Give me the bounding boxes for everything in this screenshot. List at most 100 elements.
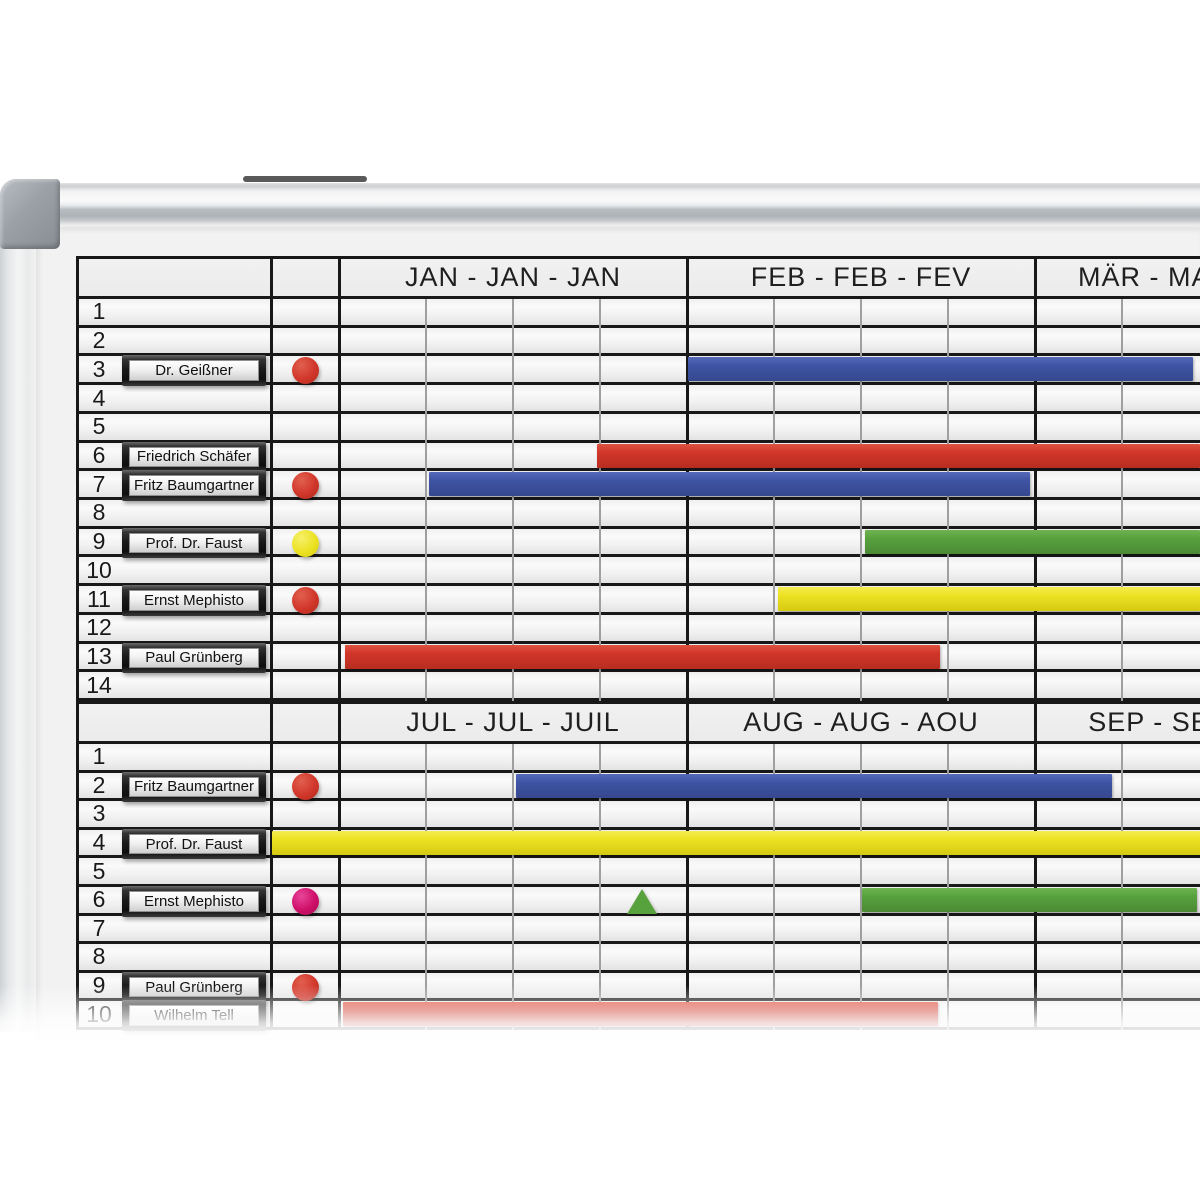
photo-bottom-fade [0,985,1200,1200]
frame-corner-cap [0,179,60,249]
grid-row [77,299,1200,328]
grid-row [77,672,1200,702]
month-header-band [77,256,1200,299]
month-header-cell: JUL - JUL - JUIL [406,707,620,737]
name-tag-label: Dr. Geißner [129,360,259,382]
month-header-band [77,701,1200,744]
grid-row [77,614,1200,644]
gantt-bar-green [862,888,1197,912]
wall-mount-notch [243,176,367,182]
grid-row [77,327,1200,357]
row-number: 8 [92,943,106,970]
row-number: 7 [92,914,106,941]
name-tag-label: Fritz Baumgartner [129,776,259,798]
row-number: 6 [92,441,106,468]
name-tag-label: Friedrich Schäfer [129,446,259,468]
grid-vline [685,256,689,1030]
grid-row [77,744,1200,773]
name-tag-label: Paul Grünberg [129,647,259,669]
row-number: 14 [86,671,112,698]
month-header-cell: AUG - AUG - AOU [743,707,979,737]
grid-week-subline [1121,299,1123,702]
grid-vline [75,256,79,1030]
name-tag-label: Fritz Baumgartner [129,475,259,497]
gantt-bar-red [345,644,940,669]
name-tag: Ernst Mephisto [122,886,266,917]
grid-week-subline [512,299,514,702]
grid-week-subline [425,299,427,702]
name-tag: Ernst Mephisto [122,585,266,616]
frame-top-rail [46,183,1200,229]
grid-row [77,801,1200,830]
name-tag-label: Ernst Mephisto [129,891,259,912]
magnet-dot-red [291,773,319,801]
month-header-cell: SEP - SEP - SEPT [1088,707,1200,737]
grid-week-subline [425,744,427,1030]
row-number: 2 [92,771,106,798]
row-number: 3 [92,800,106,827]
grid-vline [1033,256,1037,1030]
grid-row [77,915,1200,945]
grid-week-subline [947,744,949,1030]
grid-week-subline [860,744,862,1030]
name-tag: Fritz Baumgartner [122,771,266,803]
month-header-cell: MÄR - MAR - MARS [1078,262,1200,292]
gantt-bar-yellow [272,830,1200,855]
name-tag: Paul Grünberg [122,642,266,674]
row-number: 5 [92,413,106,440]
grid-row [77,944,1200,973]
grid-vline [269,256,273,1030]
row-number: 10 [86,556,112,583]
name-tag-label: Prof. Dr. Faust [129,532,259,554]
grid-week-subline [512,744,514,1030]
magnet-dot-yellow [291,529,319,557]
grid-row [77,385,1200,414]
row-number: 1 [92,743,106,770]
grid-row [77,557,1200,587]
gantt-bar-blue [516,773,1112,798]
name-tag-label: Prof. Dr. Faust [129,833,259,855]
row-number: 1 [92,298,106,325]
name-tag: Prof. Dr. Faust [122,828,266,860]
gantt-bar-blue [429,472,1030,497]
row-number: 12 [86,614,112,641]
grid-week-subline [1121,744,1123,1030]
grid-row [77,413,1200,443]
grid-week-subline [947,299,949,702]
row-number: 5 [92,857,106,884]
name-tag: Friedrich Schäfer [122,441,266,473]
name-tag: Prof. Dr. Faust [122,527,266,559]
grid-week-subline [773,744,775,1030]
month-header-cell: FEB - FEB - FEV [750,262,972,292]
row-number: 7 [92,470,106,497]
name-tag: Dr. Geißner [122,355,266,387]
row-number: 11 [87,585,111,612]
grid-week-subline [599,299,601,702]
milestone-triangle-icon [627,888,657,914]
row-number: 4 [92,829,106,856]
row-number: 2 [92,327,106,354]
name-tag-label: Ernst Mephisto [129,590,259,611]
row-number: 9 [92,528,106,555]
month-header-cell: JAN - JAN - JAN [404,262,621,292]
magnet-dot-red [291,357,319,385]
gantt-bar-blue [688,357,1193,382]
grid-vline [337,256,341,1030]
grid-week-subline [599,744,601,1030]
grid-row [77,858,1200,887]
magnet-dot-red [291,587,319,615]
gantt-bar-green [865,529,1200,554]
magnet-dot-magenta [291,887,319,915]
row-number: 8 [92,499,106,526]
row-number: 4 [92,384,106,411]
gantt-bar-red [597,443,1200,468]
magnet-dot-red [291,472,319,500]
grid-week-subline [773,299,775,702]
name-tag: Fritz Baumgartner [122,470,266,502]
frame-left-rail [0,242,40,1032]
gantt-bar-yellow [778,587,1200,612]
grid-row [77,500,1200,529]
row-number: 3 [92,355,106,382]
grid-week-subline [860,299,862,702]
